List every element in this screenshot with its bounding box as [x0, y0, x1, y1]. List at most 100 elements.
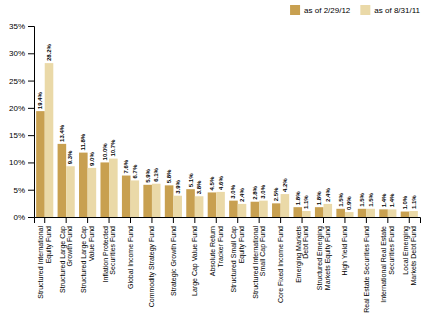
x-tick: High Yield Fund: [341, 217, 349, 275]
x-tick: Absolute ReturnTracker Fund: [209, 217, 224, 276]
x-tick: Structured InternationalSmall Cap Fund: [252, 217, 268, 299]
bar: [36, 111, 45, 217]
y-tick-label: 0%: [13, 213, 25, 222]
legend: as of 2/29/12as of 8/31/11: [290, 5, 420, 15]
bar: [315, 207, 324, 217]
data-label: 1.4%: [389, 193, 395, 207]
bar: [366, 209, 375, 217]
bar: [173, 196, 182, 217]
x-tick-mark: [323, 217, 324, 223]
bar: [358, 209, 367, 217]
x-tick: Structured Large CapGrowth Fund: [59, 217, 74, 293]
bar: [58, 144, 67, 217]
x-tick-label-line: Inflation Protected: [102, 226, 109, 283]
x-tick-label-line: Equity Fund: [45, 226, 53, 263]
data-label: 1.8%: [316, 191, 322, 205]
x-tick-mark: [173, 217, 174, 223]
y-tick-mark: [28, 26, 34, 27]
data-label: 5.1%: [188, 173, 194, 187]
x-tick-label: Global Income Fund: [127, 226, 134, 289]
bar: [409, 211, 418, 217]
data-label: 28.2%: [46, 43, 52, 61]
data-label: 6.1%: [153, 167, 159, 181]
data-label: 5.8%: [166, 169, 172, 183]
x-tick-label-line: Markets Debt Fund: [410, 226, 417, 286]
x-tick-label: Core Fixed Income Fund: [277, 226, 284, 303]
chart-container: 0%5%10%15%20%25%30%35%Structured Interna…: [0, 0, 430, 318]
bar: [208, 192, 217, 217]
x-tick-label-line: Absolute Return: [209, 226, 216, 276]
bar: [379, 209, 388, 217]
y-tick-mark: [28, 135, 34, 136]
bar: [79, 153, 88, 217]
data-label: 2.5%: [273, 187, 279, 201]
bar: [345, 212, 354, 217]
bar: [272, 203, 281, 217]
data-label: 10.7%: [110, 139, 116, 157]
bar: [131, 180, 140, 217]
x-tick-label: Structured Large CapGrowth Fund: [59, 226, 74, 293]
chart-svg: 0%5%10%15%20%25%30%35%Structured Interna…: [0, 0, 430, 318]
x-tick-mark: [109, 217, 110, 223]
data-label: 1.1%: [303, 195, 309, 209]
bar: [66, 166, 75, 217]
x-tick: Strategic Growth Fund: [170, 217, 178, 296]
y-tick-label: 30%: [9, 49, 25, 58]
x-tick-label: Local EmergingMarkets Debt Fund: [402, 226, 417, 286]
y-tick: 10%: [9, 158, 34, 167]
x-tick-mark: [409, 217, 410, 223]
x-tick: International Real EstateSecurities Fund: [380, 217, 395, 303]
data-label: 1.5%: [338, 192, 344, 206]
data-label: 9.3%: [67, 150, 73, 164]
x-tick-label: High Yield Fund: [341, 226, 349, 276]
x-tick-mark: [387, 217, 388, 223]
x-tick-label-line: International Real Estate: [380, 226, 387, 303]
y-tick-mark: [28, 162, 34, 163]
x-tick-label-line: Global Income Fund: [127, 226, 134, 289]
x-tick: Real Estate Securities Fund: [363, 217, 370, 313]
data-label: 19.4%: [37, 91, 43, 109]
x-tick-label: International Real EstateSecurities Fund: [380, 226, 395, 303]
bar: [100, 162, 109, 217]
bar: [195, 196, 204, 217]
data-label: 9.0%: [89, 152, 95, 166]
x-tick-label-line: Value Fund: [88, 226, 95, 261]
bar: [122, 176, 131, 217]
y-tick-mark: [28, 53, 34, 54]
y-tick-label: 25%: [9, 77, 25, 86]
bars: [36, 63, 418, 217]
bar: [302, 211, 311, 217]
data-label: 4.5%: [209, 176, 215, 190]
bar: [165, 185, 174, 217]
legend-swatch: [360, 5, 370, 15]
data-label: 5.9%: [145, 168, 151, 182]
y-tick-mark: [28, 217, 34, 218]
x-tick-label-line: Strategic Growth Fund: [170, 226, 178, 296]
bar: [401, 212, 410, 217]
x-tick-label-line: Tracker Fund: [217, 226, 224, 267]
y-tick: 20%: [9, 104, 34, 113]
x-tick-label: Strategic Growth Fund: [170, 226, 178, 296]
bar: [88, 168, 97, 217]
x-tick-mark: [87, 217, 88, 223]
y-tick: 15%: [9, 131, 34, 140]
bar: [238, 204, 247, 217]
x-tick-mark: [280, 217, 281, 223]
x-axis: Structured International Equity Fund Struc…: [35, 217, 421, 313]
x-tick-label-line: Structured International: [252, 226, 259, 299]
bar: [45, 63, 54, 217]
x-tick-mark: [44, 217, 45, 223]
x-tick-label-line: Large Cap Value Fund: [191, 226, 199, 296]
x-tick-label-line: Securities Fund: [388, 226, 395, 275]
x-tick-label: Inflation ProtectedSecurities Fund: [102, 226, 117, 283]
y-axis: 0%5%10%15%20%25%30%35%: [9, 22, 35, 222]
data-labels: 19.4%13.4%11.8%10.0%7.6%5.9%5.8%5.1%4.5%…: [37, 43, 416, 210]
data-label: 3.9%: [175, 179, 181, 193]
x-tick-label-line: Real Estate Securities Fund: [363, 226, 370, 313]
x-tick-label: Structured InternationalSmall Cap Fund: [252, 226, 268, 299]
data-label: 1.5%: [359, 192, 365, 206]
y-tick-mark: [28, 108, 34, 109]
x-tick-label-line: Small Cap Fund: [259, 226, 267, 276]
x-tick-label: Commodity Strategy Fund: [148, 226, 156, 307]
x-tick-label-line: Securities Fund: [109, 226, 116, 275]
